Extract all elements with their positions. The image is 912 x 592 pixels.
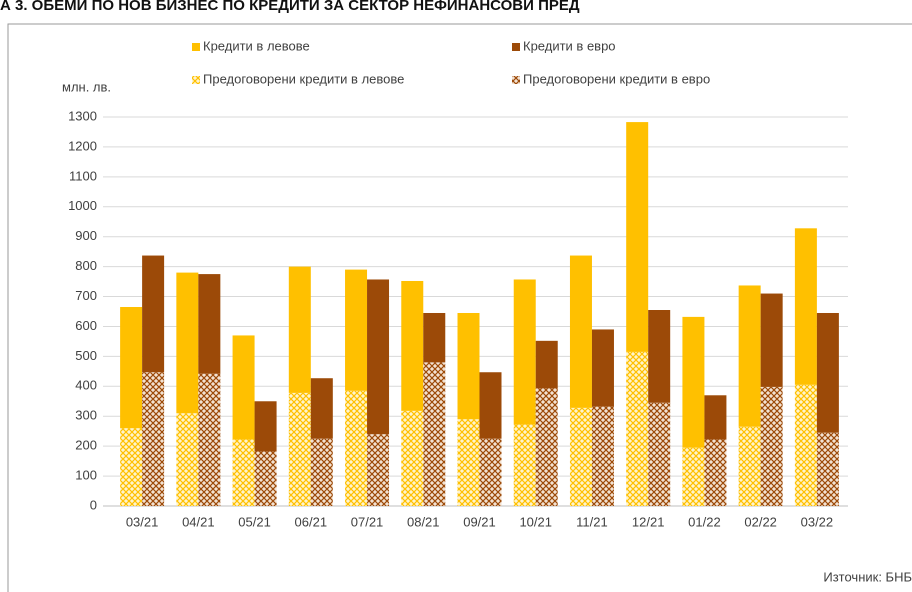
bar-segment xyxy=(367,279,390,435)
x-tick-label: 06/21 xyxy=(295,514,328,529)
y-axis-label: млн. лв. xyxy=(62,79,111,94)
bar-segment xyxy=(232,335,255,440)
y-tick-label: 1100 xyxy=(69,168,97,183)
y-tick-label: 600 xyxy=(75,318,97,333)
bar-segment xyxy=(760,293,783,387)
bar-segment xyxy=(682,447,705,506)
bar-segment xyxy=(345,390,368,506)
bar-segment xyxy=(120,428,143,506)
legend-swatch xyxy=(192,76,200,84)
x-tick-label: 02/22 xyxy=(744,514,777,529)
x-tick-label: 12/21 xyxy=(632,514,665,529)
bar-segment xyxy=(682,316,705,448)
y-tick-label: 900 xyxy=(75,228,97,243)
bar-segment xyxy=(794,228,817,385)
bar-segment xyxy=(704,395,727,440)
chart-title: А 3. ОБЕМИ ПО НОВ БИЗНЕС ПО КРЕДИТИ ЗА С… xyxy=(0,0,580,14)
bar-segment xyxy=(310,378,333,439)
bar-segment xyxy=(816,432,839,506)
bar-segment xyxy=(401,410,424,506)
bar-segment xyxy=(626,122,649,352)
legend-label: Кредити в левове xyxy=(203,38,310,53)
legend-label: Предоговорени кредити в евро xyxy=(523,71,710,86)
y-tick-label: 800 xyxy=(75,258,97,273)
bar-segment xyxy=(423,362,446,506)
bar-segment xyxy=(760,386,783,506)
x-tick-label: 04/21 xyxy=(182,514,215,529)
y-tick-label: 500 xyxy=(75,348,97,363)
bar-segment xyxy=(513,424,536,506)
bar-segment xyxy=(457,419,480,506)
x-tick-label: 10/21 xyxy=(519,514,552,529)
chart-frame xyxy=(7,23,912,592)
x-tick-label: 07/21 xyxy=(351,514,384,529)
y-tick-label: 0 xyxy=(90,497,97,512)
x-tick-label: 09/21 xyxy=(463,514,496,529)
legend-swatch xyxy=(192,43,200,51)
bar-segment xyxy=(198,274,221,374)
source: Източник: БНБ xyxy=(823,569,912,584)
bar-segment xyxy=(626,351,649,506)
bar-segment xyxy=(310,438,333,506)
bar-segment xyxy=(513,279,536,425)
legend-label: Предоговорени кредити в левове xyxy=(203,71,404,86)
y-tick-label: 400 xyxy=(75,378,97,393)
bar-segment xyxy=(535,340,558,389)
y-tick-label: 300 xyxy=(75,408,97,423)
y-tick-label: 100 xyxy=(75,468,97,483)
y-tick-label: 1000 xyxy=(68,198,97,213)
bar-segment xyxy=(591,406,614,506)
bar-segment xyxy=(254,451,277,506)
legend-swatch xyxy=(512,76,520,84)
bar-segment xyxy=(120,307,143,429)
bar-segment xyxy=(535,388,558,506)
bar-segment xyxy=(591,329,614,407)
bar-segment xyxy=(401,280,424,411)
x-tick-label: 05/21 xyxy=(238,514,271,529)
bar-segment xyxy=(288,392,311,506)
y-tick-label: 700 xyxy=(75,288,97,303)
bar-segment xyxy=(648,310,671,403)
bar-segment xyxy=(569,407,592,506)
y-tick-label: 1300 xyxy=(68,108,97,123)
bar-segment xyxy=(142,372,165,506)
bar-segment xyxy=(479,372,502,439)
x-tick-label: 08/21 xyxy=(407,514,440,529)
legend-label: Кредити в евро xyxy=(523,38,616,53)
bar-segment xyxy=(704,439,727,506)
bar-segment xyxy=(367,434,390,506)
bar-segment xyxy=(142,255,165,373)
bar-segment xyxy=(176,272,199,414)
bar-segment xyxy=(457,312,480,420)
bar-segment xyxy=(423,312,446,363)
bar-segment xyxy=(479,438,502,506)
bar-segment xyxy=(288,266,311,393)
x-tick-label: 01/22 xyxy=(688,514,721,529)
bar-segment xyxy=(738,426,761,506)
x-tick-label: 11/21 xyxy=(576,514,608,529)
x-tick-label: 03/22 xyxy=(801,514,834,529)
bar-segment xyxy=(198,373,221,506)
y-tick-label: 200 xyxy=(75,438,97,453)
bar-segment xyxy=(176,413,199,506)
bar-segment xyxy=(648,402,671,506)
bar-segment xyxy=(738,285,761,427)
bar-segment xyxy=(232,439,255,506)
bar-segment xyxy=(254,401,277,452)
bar-segment xyxy=(569,255,592,408)
bar-segment xyxy=(794,384,817,506)
legend-swatch xyxy=(512,43,520,51)
bar-segment xyxy=(816,312,839,433)
bar-segment xyxy=(345,269,368,391)
y-tick-label: 1200 xyxy=(68,138,97,153)
x-tick-label: 03/21 xyxy=(126,514,159,529)
